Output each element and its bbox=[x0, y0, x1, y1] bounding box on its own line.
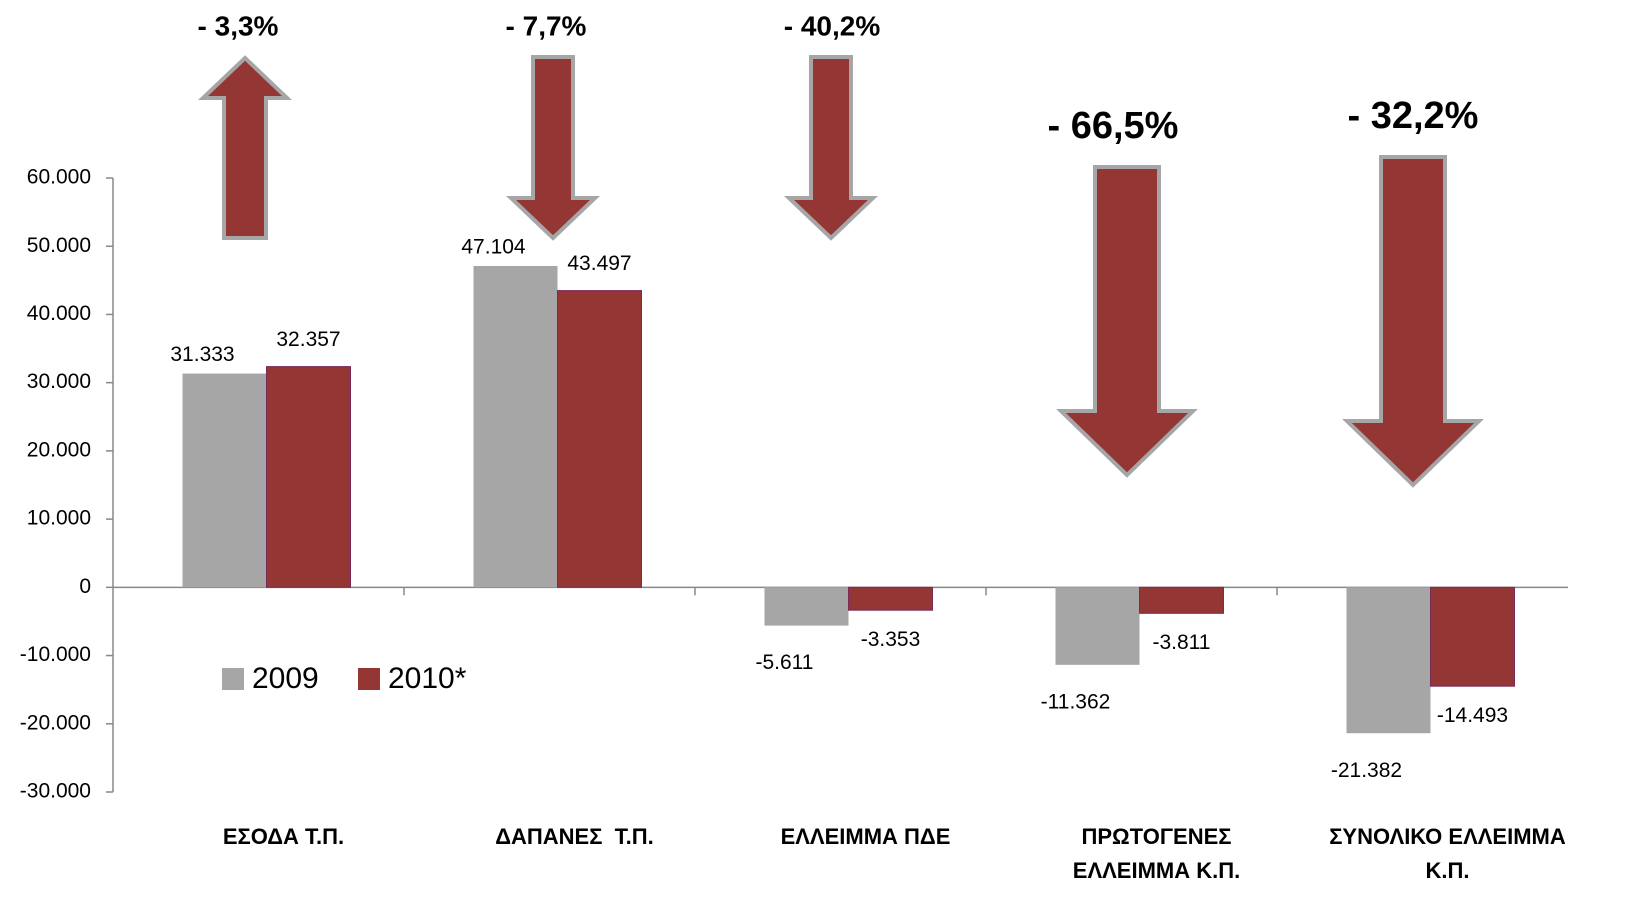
data-label: -11.362 bbox=[1041, 690, 1111, 713]
y-tick-label: 20.000 bbox=[27, 438, 91, 461]
data-label: -21.382 bbox=[1331, 759, 1402, 782]
data-label: -3.811 bbox=[1153, 631, 1211, 654]
legend-swatch bbox=[222, 668, 244, 690]
x-tick-label: Κ.Π. bbox=[1426, 858, 1470, 883]
data-label: -14.493 bbox=[1437, 704, 1508, 727]
legend-label: 2009 bbox=[252, 662, 319, 695]
legend-swatch bbox=[358, 668, 380, 690]
data-label: -3.353 bbox=[861, 628, 921, 651]
bar bbox=[266, 366, 351, 588]
arrow bbox=[1342, 155, 1484, 488]
bar bbox=[182, 373, 267, 588]
data-label: 43.497 bbox=[567, 252, 631, 275]
data-label: 31.333 bbox=[170, 343, 234, 366]
arrow bbox=[1056, 165, 1198, 478]
y-tick-label: 30.000 bbox=[27, 370, 91, 393]
bar bbox=[1055, 587, 1140, 665]
legend-label: 2010* bbox=[388, 662, 467, 695]
y-tick-label: 10.000 bbox=[27, 507, 91, 530]
arrow bbox=[506, 55, 600, 241]
y-tick-label: 50.000 bbox=[27, 234, 91, 257]
bar bbox=[557, 290, 642, 588]
annotation: - 66,5% bbox=[1048, 105, 1179, 147]
y-tick-label: -30.000 bbox=[20, 780, 91, 803]
x-tick-label: ΣΥΝΟΛΙΚΟ ΕΛΛΕΙΜΜΑ bbox=[1329, 824, 1566, 849]
y-tick-label: 60.000 bbox=[27, 166, 91, 189]
bar bbox=[1139, 586, 1224, 614]
bar bbox=[848, 586, 933, 611]
y-tick-label: -20.000 bbox=[20, 711, 91, 734]
bar bbox=[1430, 586, 1515, 687]
data-label: -5.611 bbox=[756, 651, 814, 674]
y-tick-label: 0 bbox=[79, 575, 91, 598]
data-label: 32.357 bbox=[276, 328, 340, 351]
y-tick-label: -10.000 bbox=[20, 643, 91, 666]
annotation: - 32,2% bbox=[1348, 95, 1479, 137]
x-tick-label: ΕΛΛΕΙΜΜΑ ΠΔΕ bbox=[781, 824, 951, 849]
x-tick-label: ΕΣΟΔΑ Τ.Π. bbox=[223, 824, 344, 849]
bar bbox=[764, 587, 849, 626]
bar bbox=[1346, 587, 1431, 734]
bar bbox=[473, 265, 558, 588]
annotation: - 40,2% bbox=[784, 10, 881, 41]
y-tick-label: 40.000 bbox=[27, 302, 91, 325]
arrow bbox=[784, 55, 878, 241]
data-label: 47.104 bbox=[461, 236, 526, 259]
annotation: - 3,3% bbox=[198, 10, 279, 41]
annotation: - 7,7% bbox=[506, 10, 587, 41]
arrow bbox=[198, 55, 292, 240]
x-tick-label: ΕΛΛΕΙΜΜΑ Κ.Π. bbox=[1073, 858, 1240, 883]
x-tick-label: ΔΑΠΑΝΕΣ Τ.Π. bbox=[495, 824, 654, 849]
x-tick-label: ΠΡΩΤΟΓΕΝΕΣ bbox=[1081, 824, 1231, 849]
